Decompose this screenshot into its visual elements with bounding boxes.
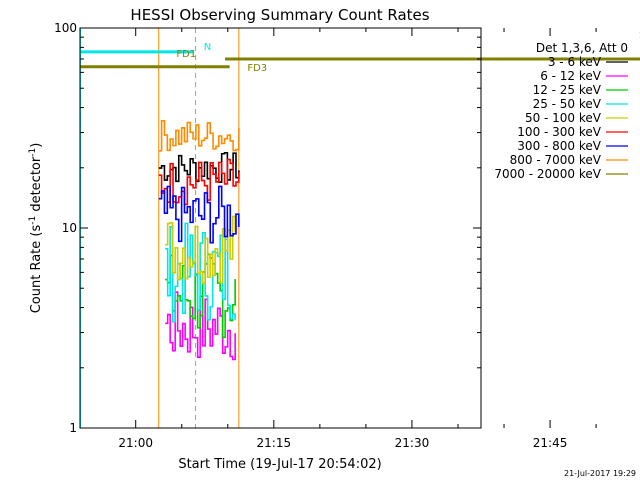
series-line-5 — [158, 158, 240, 206]
x-tick-label-1: 21:15 — [257, 436, 292, 450]
event-label-1: FD1 — [176, 49, 196, 60]
series-layer — [158, 120, 240, 361]
footer-date: 21-Jul-2017 19:29 — [564, 469, 636, 478]
series-line-7 — [158, 120, 240, 152]
y-tick-label-1: 10 — [62, 221, 77, 235]
legend-label-0: 3 - 6 keV — [548, 55, 602, 69]
axes: 21:0021:1521:3021:4522:0022:1522:3011010… — [54, 21, 597, 450]
chart-title: HESSI Observing Summary Count Rates — [130, 6, 429, 24]
legend-label-3: 25 - 50 keV — [533, 97, 602, 111]
legend-label-7: 800 - 7000 keV — [510, 153, 602, 167]
legend-label-5: 100 - 300 keV — [517, 125, 601, 139]
legend-label-4: 50 - 100 keV — [525, 111, 602, 125]
legend-label-2: 12 - 25 keV — [533, 83, 602, 97]
x-tick-label-3: 21:45 — [533, 436, 568, 450]
series-line-2 — [165, 253, 236, 339]
event-label-2: FD3 — [247, 63, 267, 74]
x-axis-label: Start Time (19-Jul-17 20:54:02) — [178, 457, 381, 472]
y-tick-label-0: 1 — [69, 421, 77, 435]
legend-label-1: 6 - 12 keV — [540, 69, 602, 83]
event-label-3: S — [639, 30, 640, 41]
x-tick-label-0: 21:00 — [118, 436, 153, 450]
y-tick-label-2: 100 — [54, 21, 77, 35]
series-line-6 — [158, 185, 240, 244]
y-axis-label-sup2: -1 — [28, 148, 38, 157]
y-axis-label: Count Rate (s-1 detector-1) — [28, 143, 44, 314]
y-axis-label-main: Count Rate (s — [29, 225, 44, 314]
y-axis-label-mid: detector — [29, 156, 44, 216]
legend-title: Det 1,3,6, Att 0 — [536, 41, 628, 55]
events-layer: N FD1 FD3 S — [80, 30, 640, 74]
event-label-0: N — [204, 42, 211, 53]
legend-label-8: 7000 - 20000 keV — [494, 167, 601, 181]
legend-label-6: 300 - 800 keV — [517, 139, 601, 153]
y-axis-label-sup1: -1 — [28, 216, 38, 225]
plot-frame — [79, 27, 482, 429]
x-tick-label-2: 21:30 — [395, 436, 430, 450]
y-axis-label-end: ) — [29, 143, 44, 148]
